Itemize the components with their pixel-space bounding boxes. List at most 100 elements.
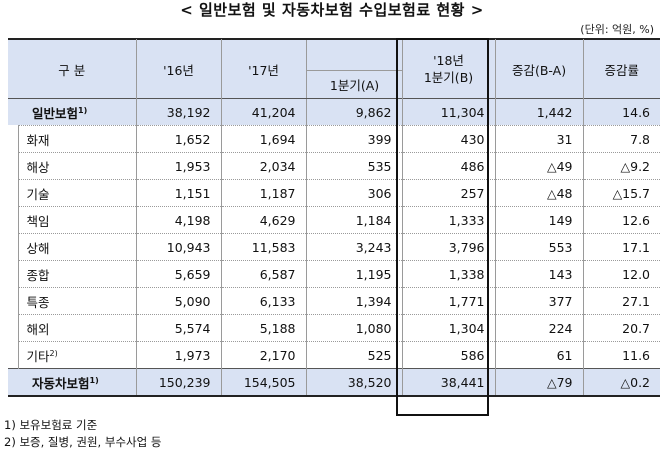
cell-y16: 1,973	[135, 341, 222, 369]
row-indent	[8, 206, 18, 234]
row-footnote-mark: 1)	[89, 375, 99, 385]
row-label: 특종	[17, 287, 137, 315]
row-indent	[8, 341, 18, 369]
cell-q1a: 399	[305, 125, 403, 153]
table-row: 화재 1,652 1,694 399 430 31 7.8	[8, 125, 661, 153]
cell-y16: 1,652	[135, 125, 222, 153]
header-2016: '16년	[135, 38, 222, 99]
cell-change: 377	[494, 287, 584, 315]
cell-change: △49	[494, 152, 584, 180]
cell-change: △48	[494, 179, 584, 207]
cell-change: 1,442	[494, 98, 584, 126]
header-2018-q1: '18년 1분기(B)	[401, 38, 496, 99]
cell-y16: 5,090	[135, 287, 222, 315]
cell-y17: 1,187	[220, 179, 307, 207]
row-footnote-mark: 2)	[49, 348, 58, 358]
cell-y16: 1,953	[135, 152, 222, 180]
cell-y16: 5,574	[135, 314, 222, 342]
footnote-2: 2) 보증, 질병, 권원, 부수사업 등	[4, 435, 162, 449]
header-2018-year: '18년	[433, 53, 464, 68]
row-indent	[8, 233, 18, 261]
cell-change: 61	[494, 341, 584, 369]
row-indent	[8, 287, 18, 315]
table-row: 자동차보험1) 150,239 154,505 38,520 38,441 △79 △0.2	[8, 368, 661, 397]
row-label: 일반보험1)	[8, 98, 137, 126]
cell-y17: 11,583	[220, 233, 307, 261]
row-label-text: 일반보험	[32, 105, 79, 121]
row-label-text: 상해	[26, 240, 50, 256]
row-label-text: 기타	[26, 348, 50, 364]
cell-rate: 14.6	[582, 98, 661, 126]
row-label: 기술	[17, 179, 137, 207]
premium-table: 구 분 '16년 '17년 1분기(A) '18년 1분기(B) 증감(B-A) …	[8, 38, 661, 397]
cell-rate: △0.2	[582, 368, 661, 397]
cell-rate: 20.7	[582, 314, 661, 342]
row-label: 화재	[17, 125, 137, 153]
cell-y17: 4,629	[220, 206, 307, 234]
cell-y17: 6,133	[220, 287, 307, 315]
cell-change: 224	[494, 314, 584, 342]
cell-q1a: 3,243	[305, 233, 403, 261]
row-indent	[8, 179, 18, 207]
row-label-text: 자동차보험	[32, 375, 90, 391]
row-footnote-mark: 1)	[78, 105, 88, 115]
table-row: 특종 5,090 6,133 1,394 1,771 377 27.1	[8, 287, 661, 315]
cell-rate: 12.6	[582, 206, 661, 234]
cell-change: 553	[494, 233, 584, 261]
cell-q1a: 1,184	[305, 206, 403, 234]
header-2017-label: '17년	[222, 40, 307, 98]
cell-q1b: 11,304	[401, 98, 496, 126]
table-row: 기술 1,151 1,187 306 257 △48 △15.7	[8, 179, 661, 207]
cell-change: 143	[494, 260, 584, 288]
header-change: 증감(B-A)	[494, 38, 584, 99]
row-label-text: 특종	[26, 294, 50, 310]
cell-y16: 5,659	[135, 260, 222, 288]
cell-rate: 12.0	[582, 260, 661, 288]
table-row: 일반보험1) 38,192 41,204 9,862 11,304 1,442 14.6	[8, 98, 661, 126]
header-2018-spacer	[307, 41, 402, 70]
cell-y17: 154,505	[220, 368, 307, 397]
cell-y16: 150,239	[135, 368, 222, 397]
cell-q1b: 3,796	[401, 233, 496, 261]
cell-q1b: 1,338	[401, 260, 496, 288]
cell-q1b: 257	[401, 179, 496, 207]
cell-y17: 2,170	[220, 341, 307, 369]
table-row: 상해 10,943 11,583 3,243 3,796 553 17.1	[8, 233, 661, 261]
row-label: 책임	[17, 206, 137, 234]
header-2017: '17년 1분기(A)	[220, 38, 403, 99]
cell-change: △79	[494, 368, 584, 397]
table-row: 기타2) 1,973 2,170 525 586 61 11.6	[8, 341, 661, 369]
cell-y16: 38,192	[135, 98, 222, 126]
cell-q1a: 9,862	[305, 98, 403, 126]
footnotes: 1) 보유보험료 기준 2) 보증, 질병, 권원, 부수사업 등	[4, 417, 161, 451]
cell-q1b: 586	[401, 341, 496, 369]
cell-q1b: 1,333	[401, 206, 496, 234]
cell-y16: 4,198	[135, 206, 222, 234]
cell-y17: 2,034	[220, 152, 307, 180]
row-label-text: 해상	[26, 159, 50, 175]
unit-label: (단위: 억원, %)	[580, 23, 654, 36]
header-2018-quarter: 1분기(B)	[423, 70, 474, 85]
cell-q1b: 1,771	[401, 287, 496, 315]
cell-y17: 1,694	[220, 125, 307, 153]
cell-rate: 17.1	[582, 233, 661, 261]
cell-rate: △9.2	[582, 152, 661, 180]
row-label: 기타2)	[17, 341, 137, 369]
cell-q1a: 38,520	[305, 368, 403, 397]
row-indent	[8, 152, 18, 180]
header-rate: 증감률	[582, 38, 661, 99]
row-indent	[8, 314, 18, 342]
cell-y17: 6,587	[220, 260, 307, 288]
row-label: 종합	[17, 260, 137, 288]
cell-q1a: 1,080	[305, 314, 403, 342]
cell-q1a: 1,195	[305, 260, 403, 288]
row-label-text: 해외	[26, 321, 50, 337]
table-row: 해외 5,574 5,188 1,080 1,304 224 20.7	[8, 314, 661, 342]
cell-q1a: 306	[305, 179, 403, 207]
footnote-1: 1) 보유보험료 기준	[4, 418, 98, 432]
row-indent	[8, 125, 18, 153]
row-label: 상해	[17, 233, 137, 261]
page-title: < 일반보험 및 자동차보험 수입보험료 현황 >	[180, 1, 484, 19]
row-label-text: 화재	[26, 132, 50, 148]
cell-q1b: 38,441	[401, 368, 496, 397]
